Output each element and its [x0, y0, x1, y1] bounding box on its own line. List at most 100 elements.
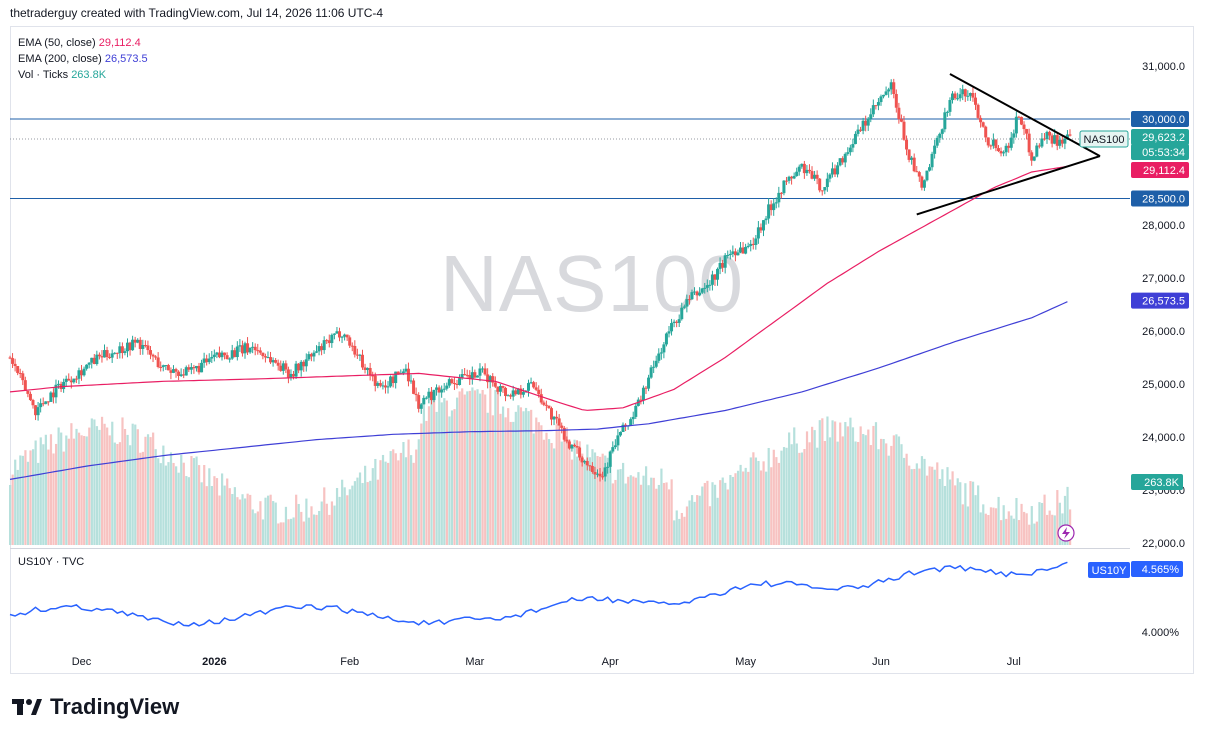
candle-body: [358, 354, 362, 356]
candle-body: [220, 352, 224, 358]
volume-bar: [65, 435, 68, 545]
candle-body: [312, 352, 316, 357]
volume-bar: [289, 518, 293, 545]
volume-bar: [920, 456, 924, 545]
candle-body: [118, 346, 122, 354]
volume-bar: [417, 439, 420, 545]
volume-bar: [770, 467, 773, 545]
candle-body: [235, 346, 239, 358]
volume-bar: [430, 399, 433, 545]
candle-body: [534, 387, 538, 390]
candle-body: [327, 340, 331, 344]
volume-bar: [813, 430, 816, 545]
candle-body: [767, 204, 771, 219]
volume-bar: [144, 436, 147, 545]
volume-bar: [701, 486, 704, 545]
volume-bar: [369, 480, 372, 545]
candle-body: [784, 180, 788, 182]
volume-bar: [948, 479, 952, 545]
volume-bar: [67, 438, 70, 545]
volume-bar: [39, 437, 42, 545]
volume-bar: [1053, 515, 1056, 545]
volume-bar: [21, 455, 24, 545]
candle-body: [953, 93, 957, 99]
volume-bar: [182, 462, 185, 545]
pane-separator[interactable]: [10, 548, 1130, 549]
volume-bar: [729, 474, 732, 545]
candle-body: [634, 405, 638, 417]
candle-body: [138, 339, 142, 349]
volume-bar: [982, 504, 985, 545]
volume-bar: [609, 459, 612, 545]
volume-bar: [519, 407, 523, 545]
volume-bar: [696, 495, 699, 545]
candle-body: [948, 100, 952, 112]
candle-body: [889, 82, 893, 90]
volume-bar: [971, 481, 975, 545]
volume-bar: [404, 457, 408, 545]
volume-bar: [366, 482, 369, 545]
y-tick-label: 31,000.0: [1142, 61, 1185, 73]
candle-body: [194, 365, 198, 369]
volume-bar: [1058, 502, 1061, 545]
candle-body: [1060, 139, 1064, 144]
volume-bar: [961, 504, 964, 545]
candle-body: [72, 378, 76, 383]
volume-bar: [588, 457, 592, 545]
volume-bar: [989, 507, 993, 545]
volume-bar: [458, 391, 461, 545]
volume-bar: [26, 461, 30, 545]
tradingview-logo[interactable]: TradingView: [12, 694, 179, 720]
candle-body: [8, 357, 12, 359]
candle-body: [733, 251, 737, 256]
legend-ema200[interactable]: EMA (200, close) 26,573.5: [18, 51, 148, 67]
candle-body: [394, 371, 398, 384]
volume-bar: [274, 502, 277, 545]
volume-bar: [203, 465, 206, 545]
candle-body: [552, 416, 556, 420]
volume-bar: [1030, 506, 1033, 545]
legend-volume[interactable]: Vol · Ticks 263.8K: [18, 67, 106, 83]
us10y-line: [9, 561, 1068, 627]
volume-bar: [785, 447, 788, 545]
volume-bar: [1046, 514, 1049, 545]
volume-bar: [223, 485, 226, 545]
candle-body: [371, 375, 375, 377]
candle-body: [217, 352, 221, 358]
candle-body: [41, 403, 45, 405]
candle-body: [332, 333, 336, 335]
volume-bar: [333, 505, 336, 545]
volume-bar: [823, 440, 826, 545]
volume-bar: [77, 432, 81, 545]
volume-bar: [793, 427, 796, 545]
candle-body: [966, 95, 970, 97]
volume-bar: [530, 409, 533, 545]
volume-bar: [908, 465, 911, 545]
volume-bar: [154, 449, 157, 545]
candle-body: [440, 389, 444, 393]
legend-ema50[interactable]: EMA (50, close) 29,112.4: [18, 35, 141, 51]
candle-body: [381, 385, 385, 387]
volume-bar: [910, 469, 913, 545]
candle-body: [240, 345, 244, 354]
candle-body: [866, 118, 870, 126]
candle-body: [652, 366, 656, 368]
candle-body: [49, 392, 53, 402]
candle-body: [80, 370, 84, 376]
candle-body: [922, 180, 926, 188]
candle-body: [1035, 145, 1039, 157]
volume-bar: [318, 510, 321, 545]
volume-bar: [361, 483, 364, 545]
legend-us10y[interactable]: US10Y · TVC: [18, 554, 84, 570]
candle-body: [810, 171, 814, 179]
volume-bar: [762, 461, 765, 545]
candle-body: [31, 400, 35, 406]
candle-body: [856, 129, 860, 134]
candle-body: [412, 380, 416, 394]
price-tag-last: 29,623.2: [1142, 132, 1185, 144]
volume-bar: [394, 453, 397, 545]
volume-bar: [619, 469, 622, 545]
candle-body: [481, 368, 485, 370]
